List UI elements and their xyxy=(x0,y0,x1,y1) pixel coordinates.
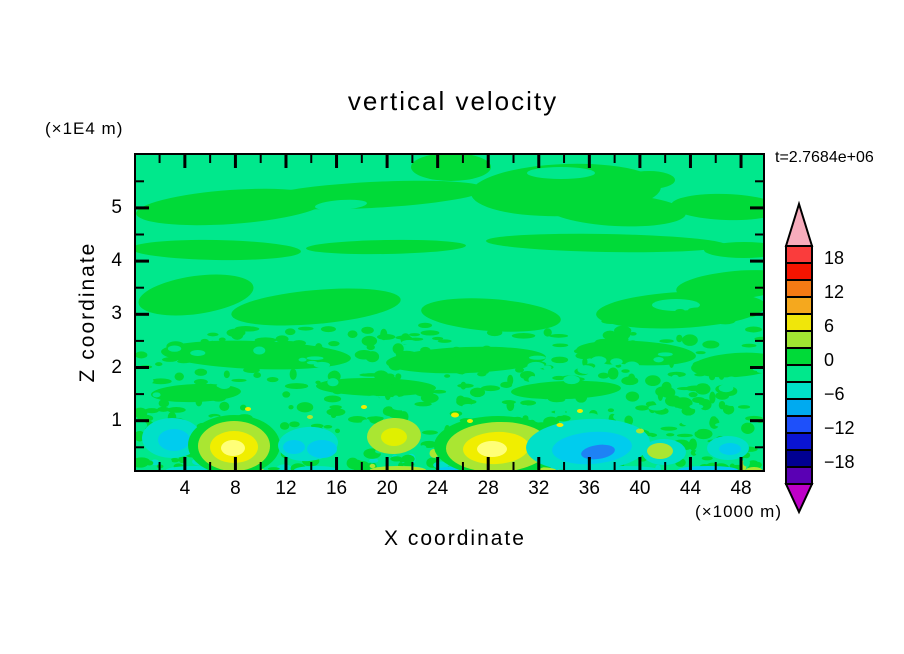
downdraft-blob xyxy=(278,426,338,462)
colorbar-segment xyxy=(785,313,813,332)
blob-layer xyxy=(221,440,245,456)
colorbar-segment xyxy=(785,449,813,468)
colorbar: 18 12 6 0 −6 −12 −18 xyxy=(784,200,855,515)
colorbar-segment xyxy=(785,432,813,451)
z-tick-label: 5 xyxy=(111,196,122,218)
contour-hole xyxy=(315,199,367,211)
x-tick-label: 28 xyxy=(477,478,499,499)
colorbar-segment xyxy=(785,398,813,417)
updraft-speck xyxy=(307,415,313,419)
colorbar-tick-label: 18 xyxy=(824,248,844,268)
downdraft-blob xyxy=(707,436,749,460)
contour-band xyxy=(231,288,401,326)
contour-hole xyxy=(527,167,595,179)
contour-band xyxy=(623,171,675,189)
x-tick-label: 24 xyxy=(427,478,449,499)
z-tick-label: 3 xyxy=(111,303,122,325)
downdraft-blob xyxy=(526,418,650,470)
colorbar-under-arrow xyxy=(784,483,814,515)
colorbar-segment xyxy=(785,466,813,485)
colorbar-segment xyxy=(785,364,813,383)
blob-layer xyxy=(158,429,190,451)
z-tick-label: 2 xyxy=(111,356,122,378)
contour-band xyxy=(136,239,301,261)
x-tick-label: 12 xyxy=(275,478,297,499)
contour-band xyxy=(546,193,686,227)
colorbar-tick-label: 12 xyxy=(824,282,844,302)
x-tick-label: 16 xyxy=(325,478,348,499)
contour-band xyxy=(511,380,621,400)
x-tick-label: 4 xyxy=(179,478,191,499)
colorbar-segment xyxy=(785,262,813,281)
colorbar-tick-label: −6 xyxy=(824,384,845,404)
timestamp: t=2.7684e+06 xyxy=(775,149,874,166)
z-axis-unit: (×1E4 m) xyxy=(45,119,124,138)
x-tick-label: 32 xyxy=(528,478,550,499)
plot-area xyxy=(134,153,765,472)
contour-hole xyxy=(652,299,700,311)
updraft-speck xyxy=(361,405,367,409)
contour-band xyxy=(704,242,763,258)
updraft-speck xyxy=(636,428,644,434)
z-tick-label: 1 xyxy=(111,409,122,431)
x-tick-label: 40 xyxy=(629,478,651,499)
colorbar-segment xyxy=(785,296,813,315)
colorbar-tick-label: −12 xyxy=(824,418,855,438)
blob-layer xyxy=(381,428,407,446)
updraft-speck xyxy=(245,407,251,411)
x-tick-label: 44 xyxy=(679,478,702,499)
x-axis-unit: (×1000 m) xyxy=(695,502,782,521)
contour-band xyxy=(138,274,254,316)
blob-layer xyxy=(477,441,507,457)
x-tick-label: 8 xyxy=(230,478,241,499)
contour-field xyxy=(136,155,763,470)
downdraft-blob xyxy=(142,418,202,458)
contour-band xyxy=(306,239,466,255)
axis-ticks xyxy=(136,155,763,470)
updraft-speck xyxy=(467,419,473,423)
colorbar-over-arrow xyxy=(784,200,814,247)
z-axis-title: Z coordinate xyxy=(76,241,99,383)
updraft-speck xyxy=(556,423,564,427)
colorbar-segment xyxy=(785,279,813,298)
x-tick-label: 48 xyxy=(730,478,752,499)
z-tick-label: 4 xyxy=(111,250,122,272)
x-tick-label: 36 xyxy=(578,478,600,499)
blob-layer xyxy=(719,443,741,455)
blob-layer xyxy=(283,440,305,454)
colorbar-tick-label: 6 xyxy=(824,316,834,336)
page-title: vertical velocity xyxy=(347,86,559,116)
blob-layer xyxy=(581,444,615,460)
colorbar-segment xyxy=(785,330,813,349)
updraft-blob xyxy=(642,439,686,465)
colorbar-tick-label: −18 xyxy=(824,452,855,472)
x-tick-label: 20 xyxy=(376,478,398,499)
colorbar-segment xyxy=(785,245,813,264)
updraft-speck xyxy=(577,409,583,413)
contour-band xyxy=(671,193,763,221)
contour-band xyxy=(486,233,726,253)
blob-layer xyxy=(307,440,337,458)
updraft-speck xyxy=(451,412,459,418)
contour-band xyxy=(411,155,491,181)
x-axis-title: X coordinate xyxy=(384,527,526,550)
updraft-blob xyxy=(367,417,421,455)
contour-band xyxy=(256,180,486,210)
colorbar-segment xyxy=(785,415,813,434)
colorbar-segment xyxy=(785,347,813,366)
blob-layer xyxy=(647,443,673,459)
colorbar-tick-label: 0 xyxy=(824,350,834,370)
colorbar-segment xyxy=(785,381,813,400)
updraft-blob xyxy=(188,415,280,470)
